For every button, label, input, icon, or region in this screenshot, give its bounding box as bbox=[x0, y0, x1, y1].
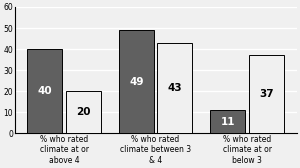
Text: 11: 11 bbox=[220, 117, 235, 127]
Bar bbox=[119, 30, 154, 133]
Bar bbox=[66, 91, 101, 133]
Bar bbox=[158, 43, 192, 133]
Text: 37: 37 bbox=[259, 89, 274, 99]
Bar bbox=[211, 110, 245, 133]
Text: 43: 43 bbox=[167, 83, 182, 93]
Text: 49: 49 bbox=[129, 77, 144, 87]
Text: 20: 20 bbox=[76, 107, 91, 117]
Bar bbox=[27, 49, 62, 133]
Text: 40: 40 bbox=[38, 86, 52, 96]
Bar bbox=[249, 55, 284, 133]
